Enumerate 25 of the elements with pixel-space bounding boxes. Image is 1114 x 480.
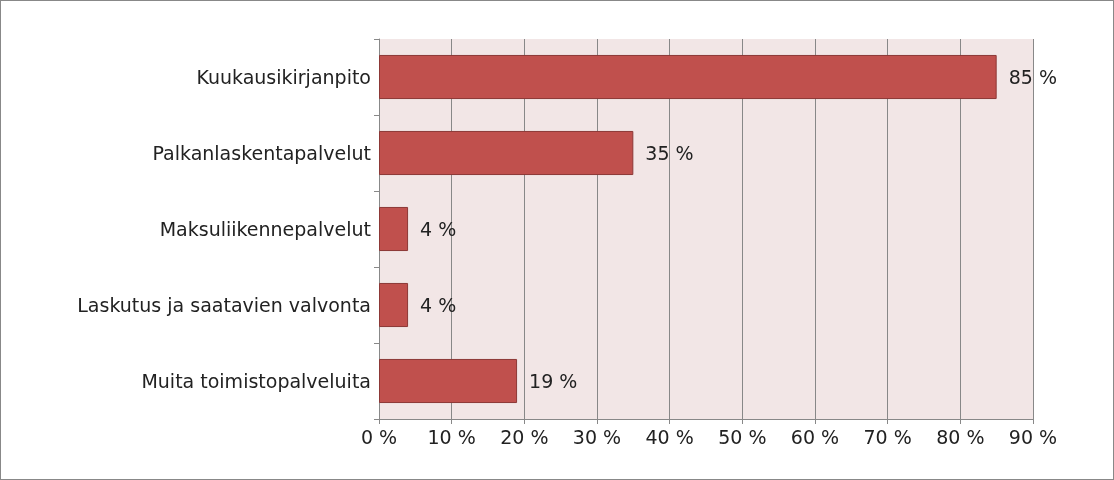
- x-tick-label: 50 %: [718, 425, 767, 448]
- data-label: 19 %: [529, 370, 578, 392]
- x-tick-label: 10 %: [427, 425, 476, 448]
- data-label: 85 %: [1008, 66, 1057, 88]
- x-tick-label: 80 %: [936, 425, 985, 448]
- x-tick-label: 40 %: [645, 425, 694, 448]
- x-tick-label: 60 %: [790, 425, 840, 448]
- x-tick-label: 70 %: [863, 425, 912, 448]
- y-tick-label: Kuukausikirjanpito: [196, 66, 371, 88]
- data-label: 4 %: [420, 294, 457, 316]
- data-label: 4 %: [420, 218, 457, 240]
- y-tick-label: Muita toimistopalveluita: [141, 370, 371, 392]
- data-label: 35 %: [645, 142, 694, 164]
- y-tick-label: Laskutus ja saatavien valvonta: [77, 294, 371, 316]
- y-tick-label: Palkanlaskentapalvelut: [152, 142, 371, 164]
- x-tick-label: 0 %: [360, 425, 398, 448]
- x-tick-label: 90 %: [1008, 425, 1058, 448]
- bar: [379, 130, 634, 176]
- y-tick-label: Maksuliikennepalvelut: [159, 218, 371, 240]
- bar: [379, 282, 409, 328]
- x-tick-label: 30 %: [572, 425, 622, 448]
- bar: [379, 206, 409, 252]
- bar: [379, 358, 518, 404]
- x-tick-label: 20 %: [500, 425, 549, 448]
- bar: [379, 54, 997, 100]
